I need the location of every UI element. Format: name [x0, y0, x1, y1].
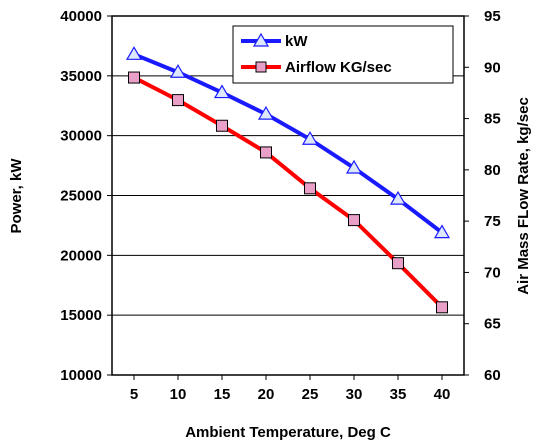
- data-point-square: [348, 214, 360, 227]
- y2-tick-label: 95: [484, 8, 501, 25]
- data-point-triangle: [389, 190, 407, 205]
- legend-box: [232, 25, 454, 84]
- y2-tick-label: 60: [484, 367, 501, 384]
- data-point-triangle: [213, 84, 231, 99]
- data-point-triangle: [257, 105, 275, 120]
- y-tick-label: 25000: [60, 188, 102, 205]
- y-tick-label: 10000: [60, 367, 102, 384]
- x-tick-label: 5: [130, 386, 138, 403]
- legend-airflow-marker: [255, 61, 267, 73]
- left-axis-ticks: 10000 15000 20000 25000 30000 35000 40000: [60, 8, 112, 384]
- series-airflow: [128, 71, 448, 314]
- y2-tick-label: 80: [484, 162, 501, 179]
- data-point-square: [172, 94, 184, 107]
- x-tick-label: 35: [390, 386, 407, 403]
- series-line: [133, 52, 444, 235]
- series-layer: [125, 46, 451, 314]
- y2-tick-label: 70: [484, 264, 501, 281]
- y2-tick-label: 75: [484, 213, 501, 230]
- x-tick-label: 25: [302, 386, 319, 403]
- data-point-triangle: [433, 224, 451, 239]
- y2-tick-label: 65: [484, 316, 501, 333]
- data-point-triangle: [125, 46, 143, 60]
- x-tick-label: 15: [214, 386, 231, 403]
- data-point-square: [392, 257, 404, 270]
- data-point-triangle: [301, 131, 319, 145]
- data-point-square: [304, 182, 316, 195]
- y-axis-title: Power, kW: [8, 158, 25, 234]
- x-tick-label: 10: [170, 386, 187, 403]
- x-tick-label: 40: [434, 386, 451, 403]
- y-tick-label: 30000: [60, 128, 102, 145]
- y2-tick-label: 90: [484, 59, 501, 76]
- legend: kW Airflow KG/sec: [232, 25, 454, 84]
- legend-airflow-label: Airflow KG/sec: [285, 59, 392, 76]
- legend-kw-label: kW: [285, 33, 308, 50]
- y-tick-label: 40000: [60, 8, 102, 25]
- data-point-triangle: [345, 159, 363, 174]
- y2-axis-title: Air Mass FLow Rate, kg/sec: [515, 97, 532, 295]
- y-tick-label: 15000: [60, 307, 102, 324]
- x-axis-title: Ambient Temperature, Deg C: [185, 424, 391, 441]
- series-kw: [125, 46, 451, 239]
- y-tick-label: 20000: [60, 247, 102, 264]
- x-axis-ticks: 5 10 15 20 25 30 35 40: [130, 375, 451, 403]
- x-tick-label: 30: [346, 386, 363, 403]
- data-point-square: [260, 146, 272, 159]
- y2-tick-label: 85: [484, 111, 501, 128]
- data-point-square: [128, 71, 140, 84]
- x-tick-label: 20: [258, 386, 275, 403]
- data-point-triangle: [169, 64, 187, 78]
- data-point-square: [436, 301, 448, 314]
- series-line: [133, 75, 444, 309]
- right-axis-ticks: 60 65 70 75 80 85 90 95: [464, 8, 501, 384]
- data-point-square: [216, 119, 228, 132]
- legend-kw-marker: [252, 32, 270, 47]
- y-tick-label: 35000: [60, 68, 102, 85]
